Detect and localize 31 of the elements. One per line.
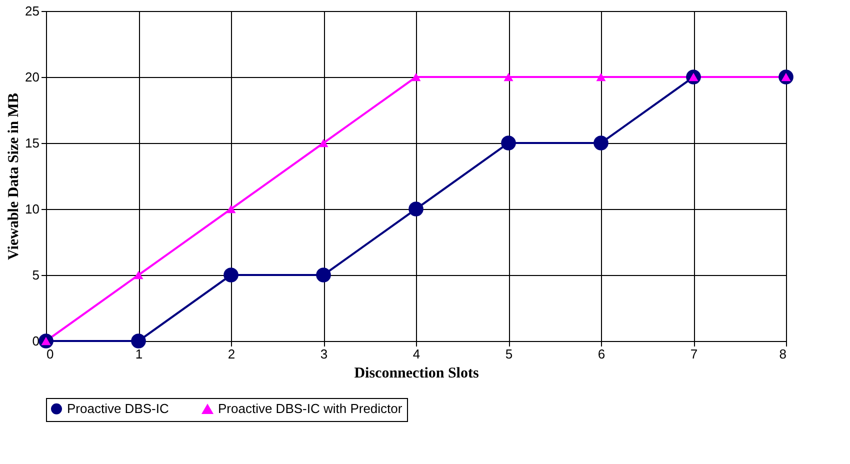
point [226, 204, 236, 214]
x-axis-title: Disconnection Slots [354, 366, 479, 382]
point [316, 268, 331, 282]
x-tick-label: 5 [505, 346, 513, 362]
y-axis-title: Viewable Data Size in MB [6, 93, 22, 260]
y-tick-label: 0 [32, 334, 40, 348]
x-tick-label: 3 [320, 346, 328, 362]
x-tick-label: 0 [46, 346, 54, 362]
y-tick-label: 25 [25, 4, 40, 18]
point [408, 202, 424, 216]
point [224, 268, 238, 282]
point [318, 138, 328, 148]
point [594, 136, 608, 150]
point [411, 72, 421, 82]
point [131, 334, 146, 348]
y-tick-label: 15 [25, 136, 40, 150]
x-tick-label: 4 [412, 346, 420, 362]
point [596, 72, 606, 82]
x-tick-label: 2 [228, 346, 236, 362]
x-tick-label: 1 [135, 346, 143, 362]
x-tick-label: 7 [690, 346, 698, 362]
point [504, 72, 514, 82]
legend-label: Proactive DBS-IC with Predictor [218, 401, 403, 416]
y-tick-label: 5 [32, 268, 40, 282]
x-tick-label: 6 [598, 346, 606, 362]
y-tick-label: 10 [25, 202, 40, 216]
point [501, 136, 516, 150]
point [134, 270, 144, 280]
y-tick-label: 20 [25, 70, 40, 84]
legend-label: Proactive DBS-IC [67, 400, 169, 416]
x-tick-label: 8 [779, 346, 786, 362]
